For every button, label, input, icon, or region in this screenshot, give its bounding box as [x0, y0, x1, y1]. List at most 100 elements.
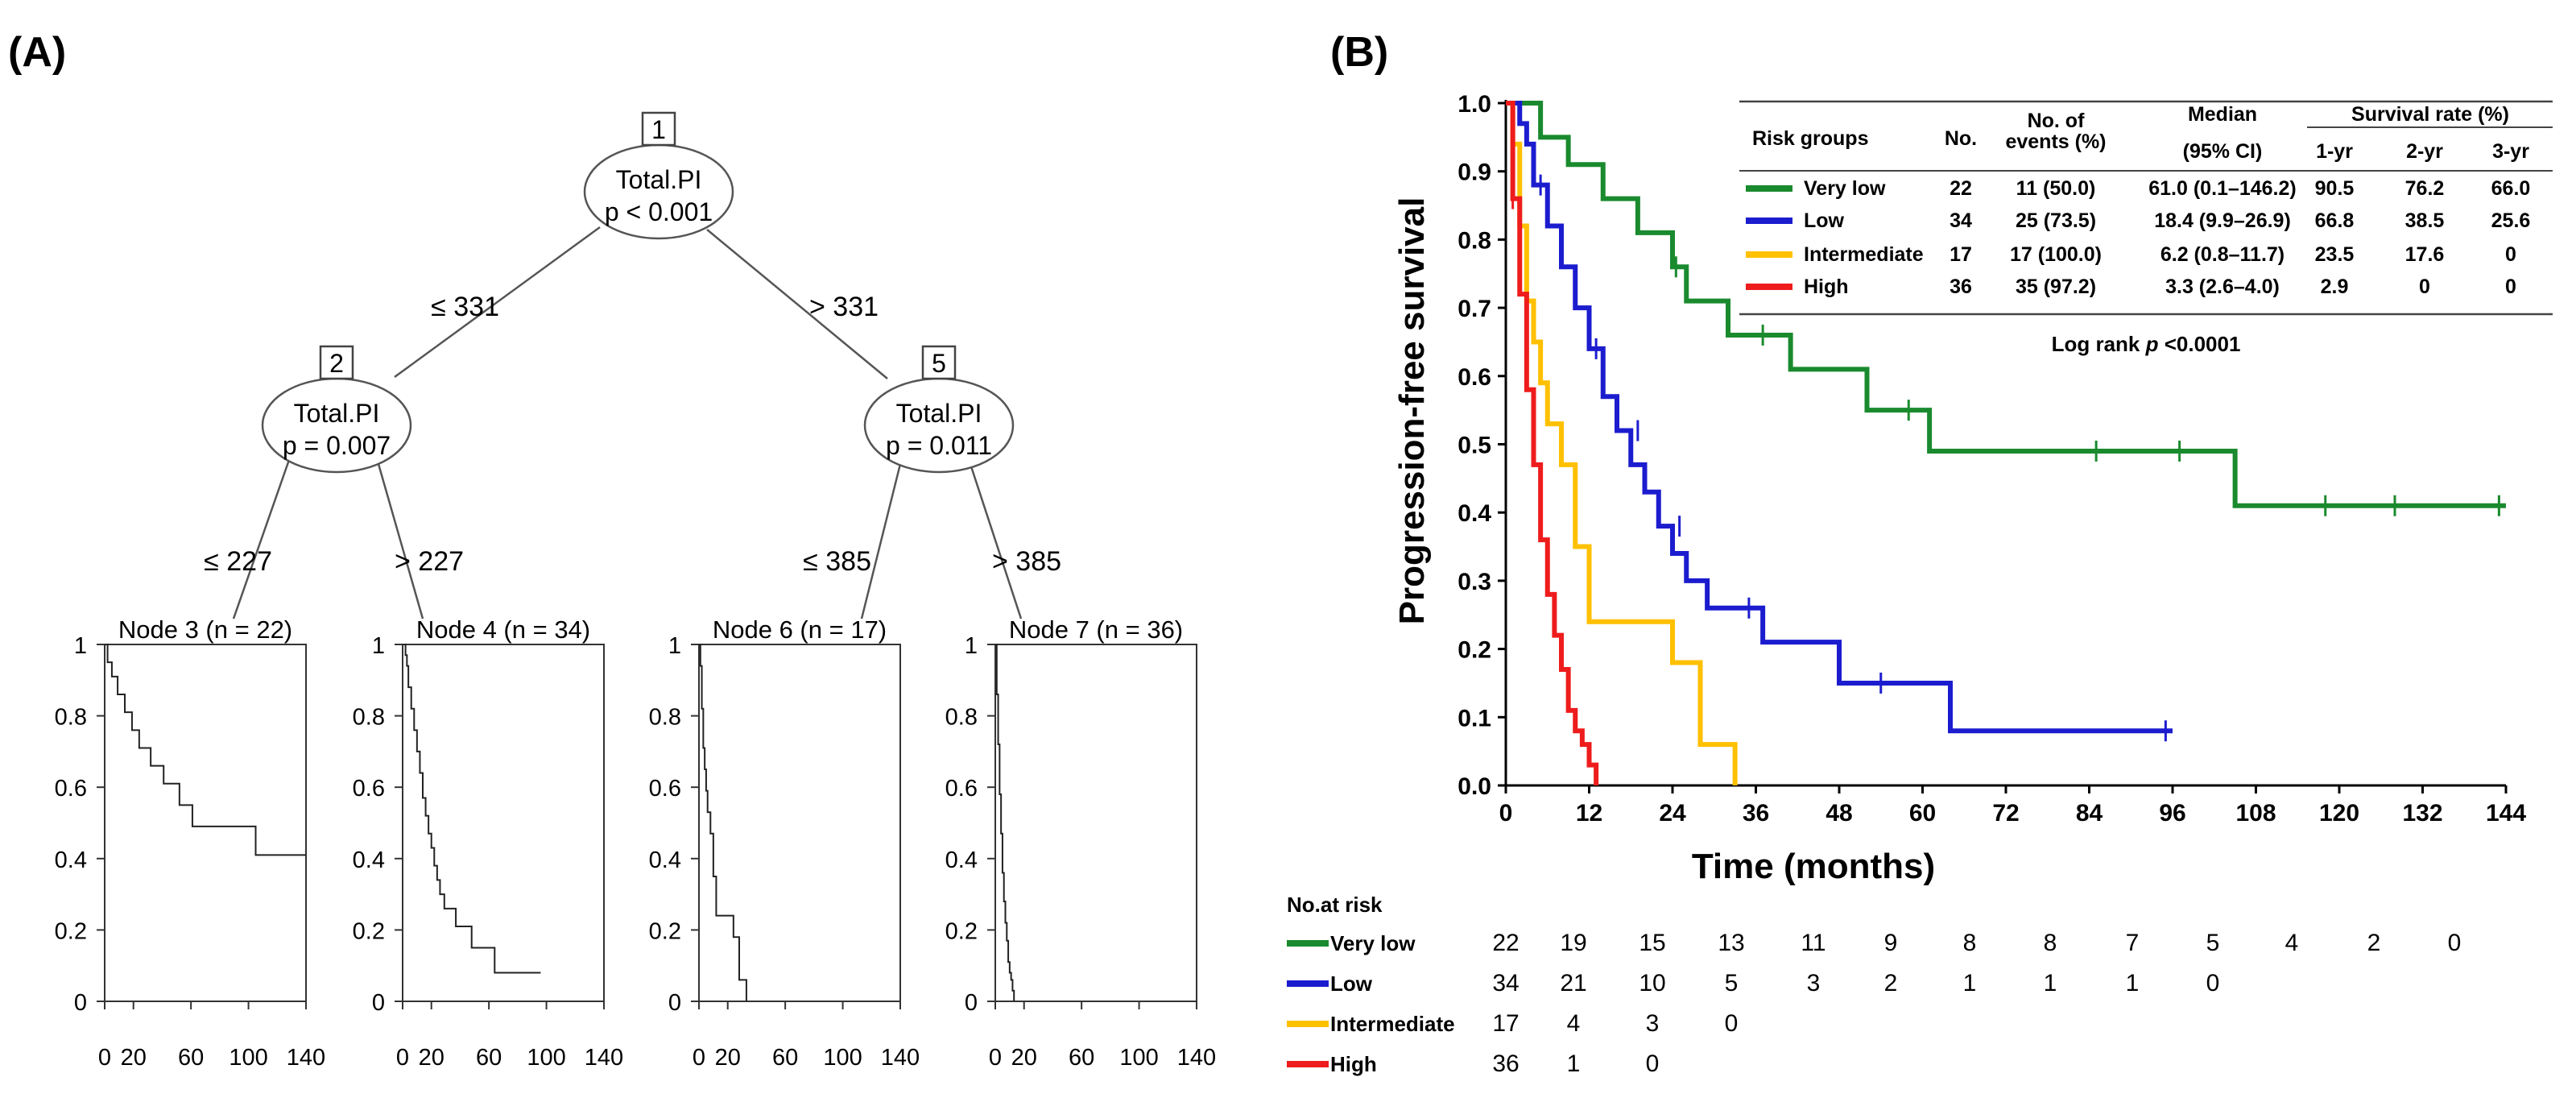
risk-count: 13 — [1718, 930, 1744, 956]
x-tick-label: 140 — [881, 1045, 920, 1071]
risk-group-label: Very low — [1330, 931, 1416, 955]
risk-count: 7 — [2126, 930, 2140, 956]
table-cell: 3.3 (2.6–4.0) — [2165, 276, 2280, 298]
node-variable: Total.PI — [294, 399, 380, 428]
table-cell: High — [1804, 276, 1849, 298]
table-row: Intermediate 17 17 (100.0) 6.2 (0.8–11.7) 23… — [1746, 243, 2516, 266]
risk-group-label: Intermediate — [1330, 1012, 1455, 1036]
table-cell: Very low — [1804, 177, 1886, 200]
logrank-p: p — [2145, 332, 2159, 356]
x-tick-label: 100 — [229, 1045, 267, 1071]
x-tick-label: 100 — [527, 1045, 565, 1071]
risk-count: 10 — [1639, 970, 1665, 996]
table-header: 3-yr — [2492, 140, 2529, 163]
y-tick-label: 0.2 — [945, 918, 978, 944]
x-tick-label: 20 — [1011, 1045, 1037, 1071]
node-plot-title: Node 6 (n = 17) — [713, 615, 887, 644]
table-cell: 18.4 (9.9–26.9) — [2154, 209, 2291, 232]
edge-label: > 385 — [992, 546, 1061, 577]
tree-edges: ≤ 331 > 331 ≤ 227 > 227 ≤ 385 > 385 — [204, 226, 1061, 619]
panel-a: (A) ≤ 331 > 331 ≤ 227 > 227 ≤ 385 > 385 1 Tota… — [8, 29, 1216, 1071]
y-tick-label: 1 — [372, 633, 385, 659]
y-tick-label: 0.2 — [649, 918, 681, 944]
km-curve — [1506, 101, 1599, 785]
table-cell: 2.9 — [2321, 276, 2349, 298]
logrank-label: Log rank p <0.0001 — [2052, 332, 2241, 356]
risk-count: 5 — [1725, 970, 1739, 996]
panel-b: (B) 0.00.10.20.30.40.50.60.70.80.91.00 12… — [1287, 29, 2553, 1077]
risk-count: 5 — [2206, 930, 2220, 956]
y-tick-label: 0.3 — [1458, 569, 1491, 595]
table-header: No. — [1945, 127, 1977, 150]
x-tick-label: 108 — [2235, 800, 2276, 827]
risk-group-label: High — [1330, 1052, 1377, 1076]
table-cell: 66.8 — [2315, 209, 2355, 232]
x-tick-label: 0 — [98, 1045, 111, 1071]
table-cell: 23.5 — [2315, 243, 2355, 266]
node-plot-4: Node 7 (n = 36) 0 0.2 0.4 0.6 0.8 1 0 20 60 100 140 — [945, 615, 1217, 1071]
node-id: 5 — [932, 349, 946, 378]
risk-count: 8 — [2044, 930, 2057, 956]
y-tick-label: 0.8 — [649, 705, 681, 731]
table-header: 1-yr — [2316, 140, 2353, 163]
logrank-value: <0.0001 — [2158, 332, 2240, 356]
y-tick-label: 0 — [668, 990, 681, 1016]
risk-count: 22 — [1492, 930, 1519, 956]
node-plot-title: Node 4 (n = 34) — [416, 615, 590, 644]
risk-group-label: Low — [1330, 972, 1373, 996]
km-series-intermediate — [1506, 101, 1738, 785]
table-header: Survival rate (%) — [2351, 103, 2509, 126]
risk-count: 0 — [2448, 930, 2462, 956]
y-tick-label: 0.6 — [945, 776, 978, 802]
risk-count: 1 — [2044, 970, 2057, 996]
risk-count: 2 — [1884, 970, 1898, 996]
y-tick-label: 1 — [965, 633, 978, 659]
x-tick-label: 60 — [1909, 800, 1936, 827]
table-cell: 0 — [2505, 243, 2516, 266]
risk-count: 0 — [1725, 1010, 1739, 1037]
tree-edge — [706, 229, 888, 379]
risk-count: 3 — [1646, 1010, 1660, 1037]
x-tick-label: 48 — [1826, 800, 1852, 827]
x-tick-label: 100 — [1119, 1045, 1158, 1071]
table-cell: Intermediate — [1804, 243, 1924, 266]
table-header: 2-yr — [2406, 140, 2443, 163]
node-plot-frame — [104, 644, 307, 1002]
risk-count: 2 — [2367, 930, 2381, 956]
edge-label: ≤ 331 — [431, 292, 499, 322]
node-plot-frame — [994, 644, 1197, 1002]
y-tick-label: 0.1 — [1458, 705, 1491, 731]
risk-row: High 36 1 0 — [1287, 1050, 1659, 1077]
y-tick-label: 0.8 — [945, 705, 978, 731]
node-id: 2 — [329, 349, 344, 378]
risk-count: 1 — [1963, 970, 1977, 996]
node-p-value: p = 0.007 — [283, 431, 391, 460]
x-tick-label: 20 — [715, 1045, 741, 1071]
risk-count: 34 — [1492, 970, 1519, 996]
risk-count: 0 — [2206, 970, 2220, 996]
y-tick-label: 0.9 — [1458, 160, 1491, 186]
tree-nodes: 1 Total.PI p < 0.001 2 Total.PI p = 0.007 5 Tot… — [261, 111, 1015, 474]
node-id-box — [319, 345, 354, 380]
x-axis-title: Time (months) — [1692, 847, 1935, 886]
table-header: Median — [2188, 103, 2257, 126]
y-tick-label: 0.6 — [649, 776, 681, 802]
y-tick-label: 0.0 — [1458, 773, 1491, 800]
node-id-box — [921, 345, 957, 380]
table-cell: 25 (73.5) — [2016, 209, 2096, 232]
tree-node-5: 5 Total.PI p = 0.011 — [863, 345, 1015, 474]
node-id: 1 — [651, 115, 666, 144]
risk-count: 1 — [2126, 970, 2140, 996]
node-survival-curve — [403, 644, 541, 974]
risk-count: 3 — [1807, 970, 1821, 996]
x-tick-label: 60 — [178, 1045, 204, 1071]
panel-b-label: (B) — [1330, 29, 1388, 76]
panel-a-label: (A) — [8, 29, 66, 76]
risk-count: 21 — [1560, 970, 1586, 996]
table-cell: 38.5 — [2405, 209, 2445, 232]
table-header: events (%) — [2005, 131, 2106, 153]
x-tick-label: 20 — [121, 1045, 147, 1071]
risk-count: 11 — [1801, 930, 1826, 956]
terminal-node-plots: Node 3 (n = 22)00.20.40.60.810 20 60 100 140… — [55, 615, 1217, 1071]
risk-count: 0 — [1646, 1050, 1660, 1077]
